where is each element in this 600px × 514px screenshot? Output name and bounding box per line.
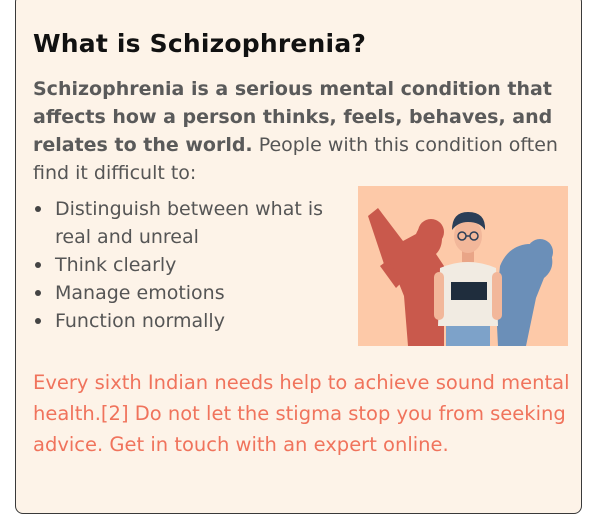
cta-text: Every sixth Indian needs help to achieve… bbox=[33, 371, 570, 456]
list-item: Manage emotions bbox=[33, 279, 353, 307]
page-title: What is Schizophrenia? bbox=[33, 29, 367, 58]
main-figure bbox=[434, 212, 502, 346]
intro-normal-text: People with this condition often find it… bbox=[33, 134, 558, 184]
blue-shadow-figure bbox=[496, 239, 553, 346]
intro-paragraph: Schizophrenia is a serious mental condit… bbox=[33, 75, 563, 187]
list-item: Think clearly bbox=[33, 251, 353, 279]
list-item: Distinguish between what is real and unr… bbox=[33, 195, 353, 251]
difficulties-list: Distinguish between what is real and unr… bbox=[33, 195, 353, 335]
person-with-shadow-selves-illustration bbox=[358, 186, 568, 346]
list-item: Function normally bbox=[33, 307, 353, 335]
intro-bold-text: Schizophrenia is a serious mental condit… bbox=[33, 78, 553, 156]
red-shadow-figure bbox=[368, 208, 444, 346]
info-card: What is Schizophrenia? Schizophrenia is … bbox=[15, 0, 582, 514]
